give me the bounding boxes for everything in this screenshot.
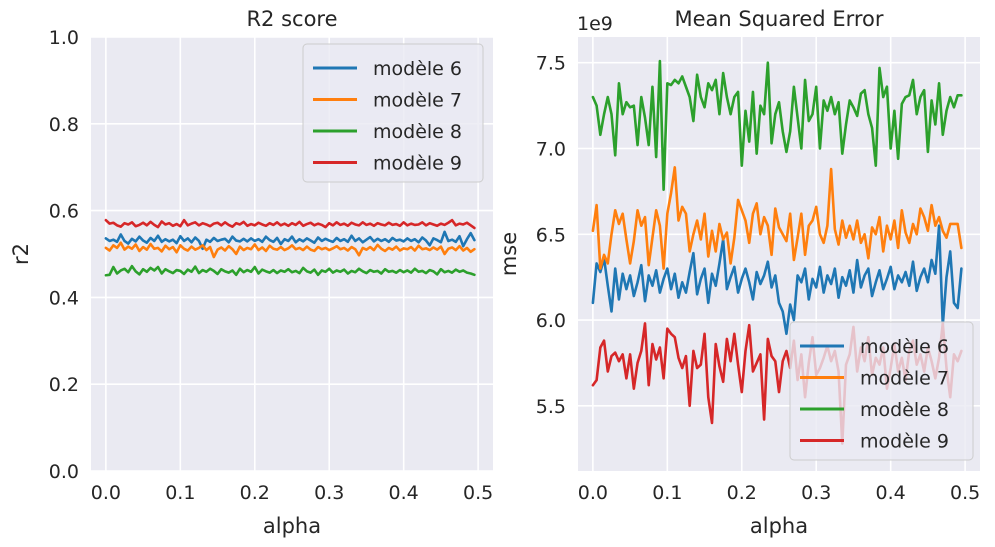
- r2-x-tick-label: 0.5: [463, 482, 493, 504]
- mse-legend-label: modèle 8: [860, 399, 949, 421]
- r2-y-tick-label: 0.2: [49, 374, 79, 396]
- mse-legend-label: modèle 9: [860, 431, 949, 453]
- r2-y-tick-label: 0.0: [49, 461, 79, 483]
- mse-y-tick-label: 7.0: [536, 139, 566, 161]
- mse-offset-text: 1e9: [577, 13, 613, 35]
- mse-y-tick-label: 7.5: [536, 53, 566, 75]
- mse-x-tick-label: 0.4: [876, 482, 906, 504]
- mse-legend-label: modèle 7: [860, 368, 949, 390]
- mse-x-axis-label: alpha: [750, 514, 808, 538]
- mse-y-tick-label: 6.5: [536, 224, 566, 246]
- r2-series-lines: [104, 218, 476, 277]
- mse-series-line-6: [591, 224, 963, 336]
- r2-legend-label: modèle 7: [373, 90, 462, 112]
- r2-legend-label: modèle 9: [373, 153, 462, 175]
- r2-x-tick-label: 0.2: [240, 482, 270, 504]
- mse-legend-box: [789, 321, 974, 461]
- mse-x-tick-label: 0.2: [727, 482, 757, 504]
- r2-y-tick-label: 0.4: [49, 287, 79, 309]
- r2-x-tick-label: 0.1: [165, 482, 195, 504]
- r2-x-axis-label: alpha: [263, 514, 321, 538]
- r2-series-line-9: [104, 218, 476, 230]
- mse-y-axis-label: mse: [497, 232, 521, 276]
- r2-legend-label: modèle 6: [373, 58, 462, 80]
- r2-legend-box: [302, 43, 484, 183]
- mse-x-tick-label: 0.1: [652, 482, 682, 504]
- mse-chart-title: Mean Squared Error: [674, 7, 883, 31]
- r2-tick-labels: 0.0 0.1 0.2 0.3 0.4 0.5 0.0 0.2 0.4 0.6 0.8 1.0: [49, 27, 493, 504]
- r2-chart-title: R2 score: [246, 7, 337, 31]
- mse-legend: modèle 6 modèle 7 modèle 8 modèle 9: [789, 321, 974, 461]
- r2-chart: 0.0 0.1 0.2 0.3 0.4 0.5 0.0 0.2 0.4 0.6 0.8 1.0 R2 …: [9, 7, 493, 538]
- mse-x-tick-label: 0.5: [950, 482, 980, 504]
- r2-legend: modèle 6 modèle 7 modèle 8 modèle 9: [302, 43, 484, 183]
- r2-series-line-8: [104, 264, 476, 277]
- r2-x-tick-label: 0.0: [91, 482, 121, 504]
- mse-legend-label: modèle 6: [860, 336, 949, 358]
- mse-x-tick-label: 0.3: [801, 482, 831, 504]
- r2-y-axis-label: r2: [9, 243, 33, 265]
- r2-y-tick-label: 1.0: [49, 27, 79, 49]
- r2-x-tick-label: 0.4: [389, 482, 419, 504]
- r2-x-tick-label: 0.3: [314, 482, 344, 504]
- r2-series-line-7: [104, 241, 476, 259]
- mse-tick-labels: 0.0 0.1 0.2 0.3 0.4 0.5 5.5 6.0 6.5 7.0 7.5: [536, 53, 980, 504]
- mse-chart: 0.0 0.1 0.2 0.3 0.4 0.5 5.5 6.0 6.5 7.0 7.5 Mean S…: [497, 7, 980, 538]
- r2-y-tick-label: 0.6: [49, 201, 79, 223]
- mse-series-line-7: [591, 166, 963, 270]
- mse-x-tick-label: 0.0: [578, 482, 608, 504]
- r2-series-line-6: [104, 230, 476, 251]
- r2-legend-label: modèle 8: [373, 121, 462, 143]
- mse-series-line-8: [591, 59, 963, 191]
- mse-gridlines: [578, 37, 980, 471]
- mse-y-tick-label: 6.0: [536, 310, 566, 332]
- mse-y-tick-label: 5.5: [536, 396, 566, 418]
- r2-y-tick-label: 0.8: [49, 114, 79, 136]
